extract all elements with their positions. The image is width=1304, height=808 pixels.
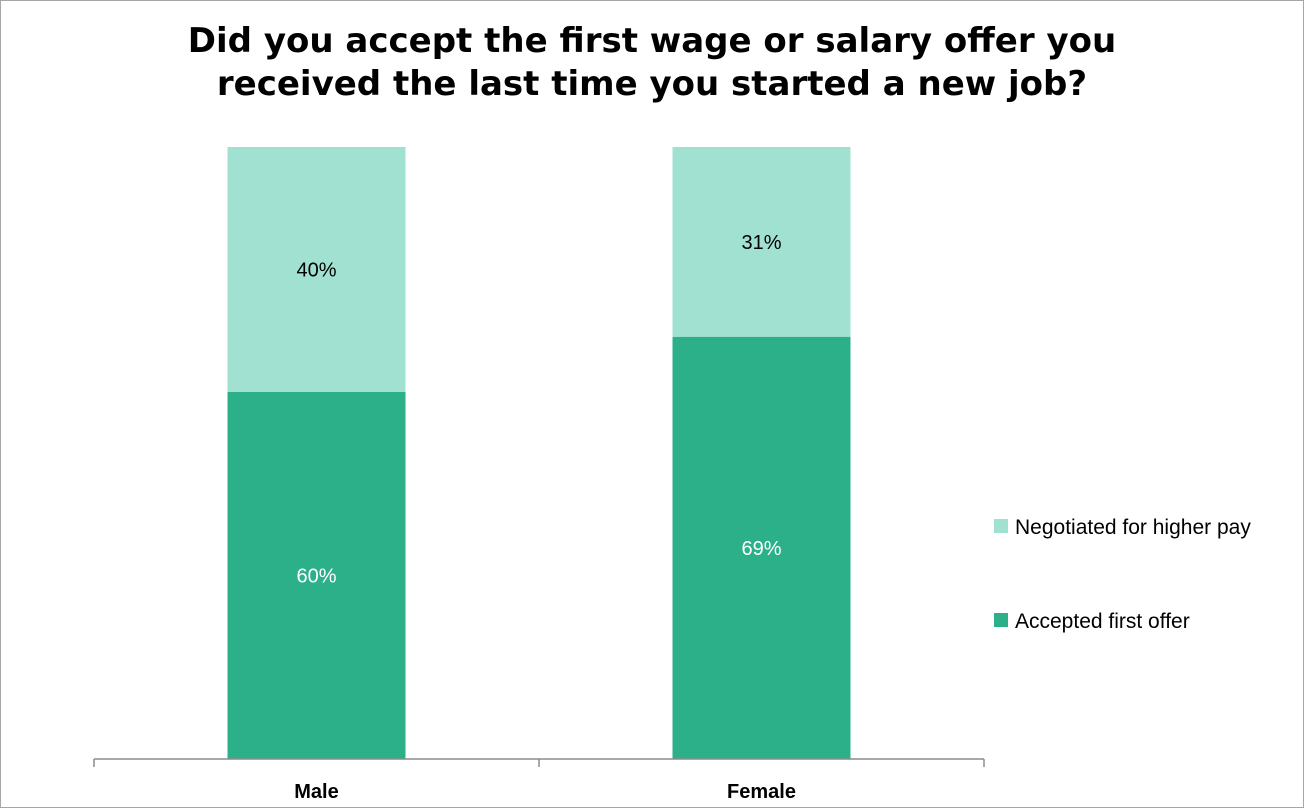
chart-title: Did you accept the first wage or salary … bbox=[0, 20, 1304, 106]
data-label-male-accepted-first-offer: 60% bbox=[296, 565, 336, 587]
data-label-female-negotiated-for-higher-pay: 31% bbox=[741, 232, 781, 254]
legend: Negotiated for higher pay Accepted first … bbox=[994, 516, 1251, 633]
bar-female-accepted-first-offer bbox=[672, 336, 851, 759]
legend-swatch-accepted-first-offer bbox=[994, 613, 1008, 627]
x-tick-label-male: Male bbox=[294, 781, 338, 803]
bar-male-accepted-first-offer bbox=[227, 391, 406, 759]
bars-layer: 60% 40% 69% 31% bbox=[227, 147, 851, 759]
chart-title-line-1: Did you accept the first wage or salary … bbox=[187, 21, 1117, 61]
legend-label-negotiated-for-higher-pay: Negotiated for higher pay bbox=[1015, 516, 1251, 539]
legend-swatch-negotiated-for-higher-pay bbox=[994, 519, 1008, 533]
bar-male-negotiated-for-higher-pay bbox=[227, 147, 406, 392]
data-label-male-negotiated-for-higher-pay: 40% bbox=[296, 259, 336, 281]
x-tick-label-female: Female bbox=[727, 781, 796, 803]
bar-female-negotiated-for-higher-pay bbox=[672, 147, 851, 337]
legend-label-accepted-first-offer: Accepted first offer bbox=[1015, 610, 1190, 633]
x-axis: Male Female bbox=[93, 758, 985, 803]
data-label-female-accepted-first-offer: 69% bbox=[741, 538, 781, 560]
chart-title-line-2: received the last time you started a new… bbox=[216, 64, 1088, 104]
